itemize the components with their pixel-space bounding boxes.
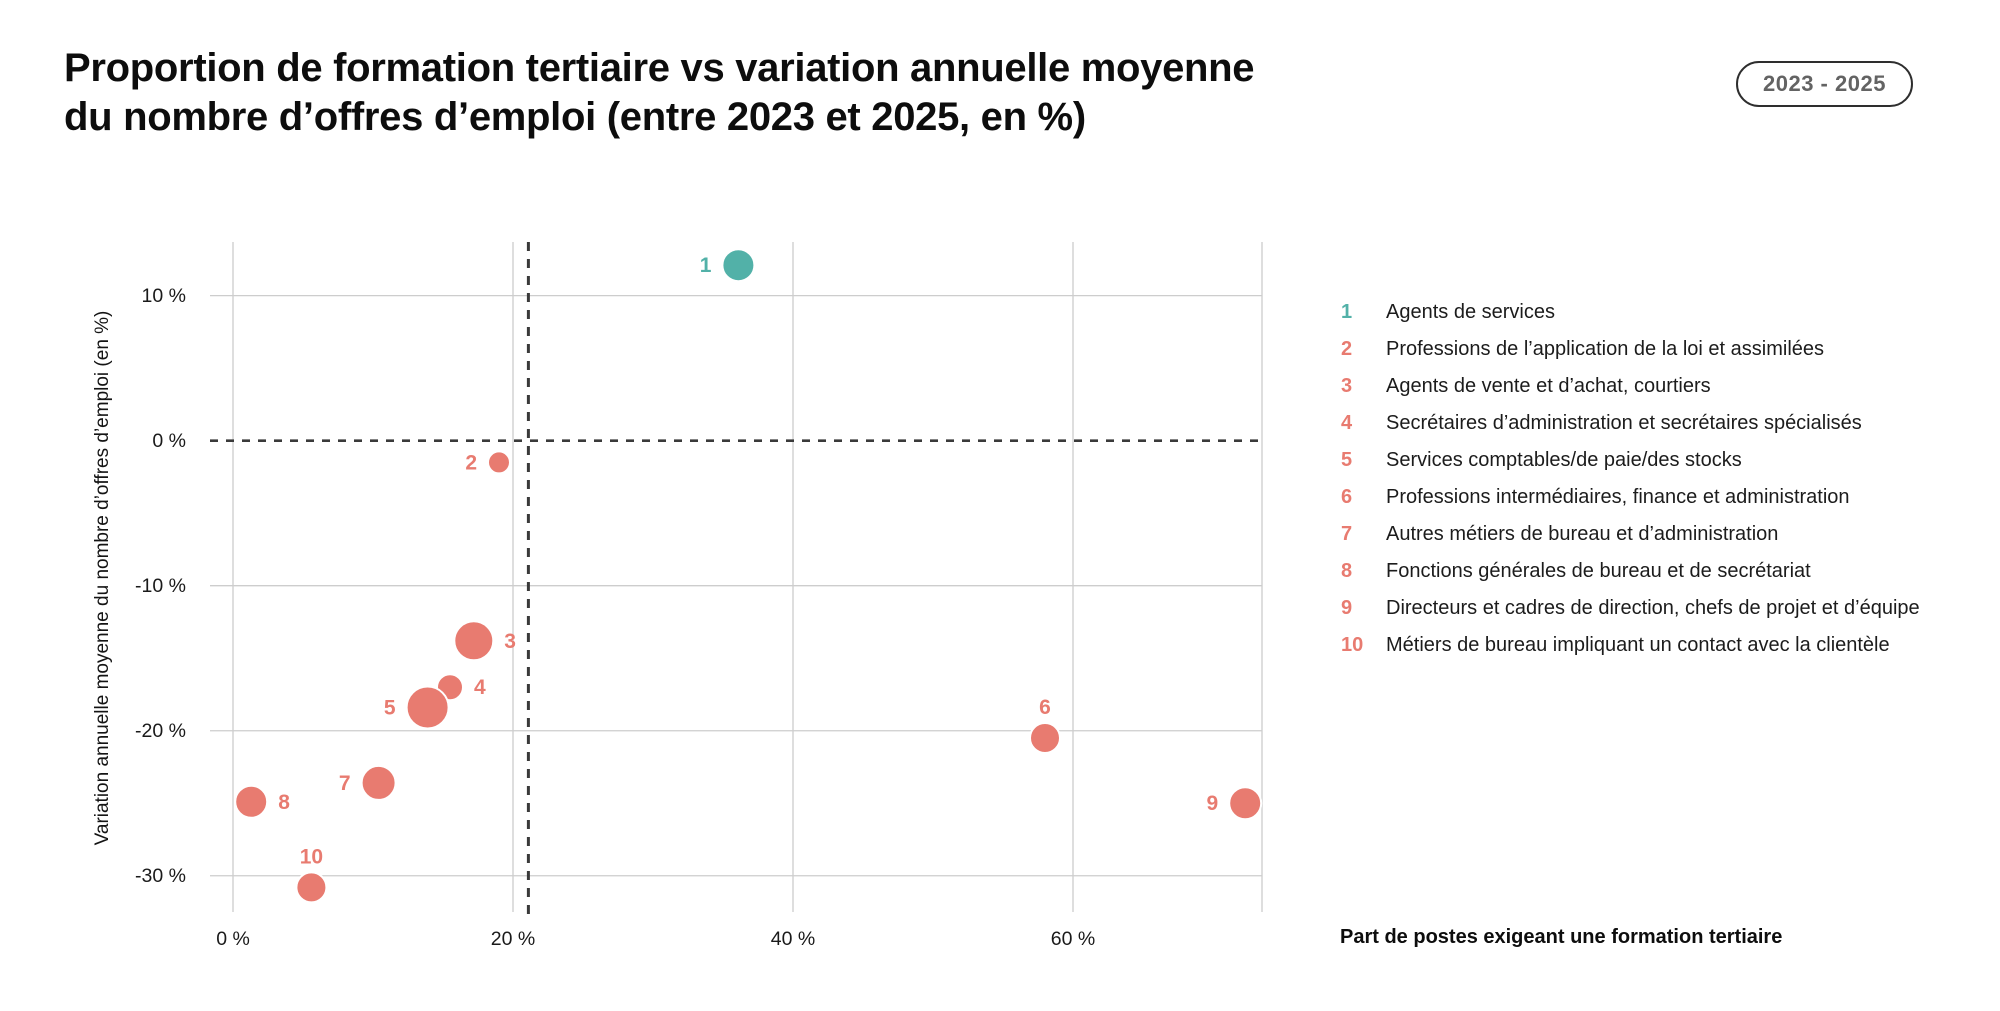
bubble-label-9: 9	[1207, 792, 1219, 815]
bubble-9[interactable]	[1228, 786, 1263, 821]
page-title-line2: du nombre d’offres d’emploi (entre 2023 …	[64, 95, 1086, 139]
y-tick-label: 0 %	[152, 430, 186, 452]
legend-item-label: Métiers de bureau impliquant un contact …	[1386, 634, 1890, 656]
legend-item-6: 6 Professions intermédiaires, finance et …	[1341, 479, 1920, 516]
legend-item-number: 5	[1341, 449, 1353, 471]
legend-item-label: Secrétaires d’administration et secrétai…	[1386, 412, 1862, 434]
legend-item-4: 4 Secrétaires d’administration et secréta…	[1341, 405, 1920, 442]
legend-item-number: 8	[1341, 560, 1353, 582]
bubble-6[interactable]	[1029, 721, 1061, 754]
bubble-label-4: 4	[474, 676, 486, 699]
bubble-label-3: 3	[504, 630, 516, 653]
page-title: Proportion de formation tertiaire vs var…	[64, 44, 1255, 142]
x-tick-label: 20 %	[491, 928, 535, 950]
bubble-label-8: 8	[278, 791, 290, 814]
legend-item-number: 10	[1341, 634, 1364, 656]
bubble-10[interactable]	[295, 871, 328, 904]
x-axis-title: Part de postes exigeant une formation te…	[1340, 926, 1783, 948]
legend-item-3: 3 Agents de vente et d’achat, courtiers	[1341, 368, 1920, 405]
legend-item-2: 2 Professions de l’application de la loi …	[1341, 331, 1920, 368]
legend-item-label: Directeurs et cadres de direction, chefs…	[1386, 597, 1920, 619]
legend-item-number: 6	[1341, 486, 1353, 508]
page-title-line1: Proportion de formation tertiaire vs var…	[64, 46, 1255, 90]
chart-legend: 1 Agents de services 2 Professions de l’app…	[1341, 294, 1920, 664]
legend-item-5: 5 Services comptables/de paie/des stocks	[1341, 442, 1920, 479]
bubble-3[interactable]	[453, 620, 495, 662]
legend-item-label: Fonctions générales de bureau et de secr…	[1386, 560, 1811, 582]
bubble-5[interactable]	[405, 685, 450, 730]
y-tick-label: -20 %	[135, 720, 186, 742]
x-tick-label: 0 %	[216, 928, 250, 950]
bubble-label-2: 2	[465, 451, 477, 474]
bubble-label-6: 6	[1039, 696, 1051, 719]
legend-item-number: 4	[1341, 412, 1353, 434]
bubble-2[interactable]	[487, 450, 511, 475]
legend-item-8: 8 Fonctions générales de bureau et de sec…	[1341, 553, 1920, 590]
x-tick-label: 40 %	[771, 928, 815, 950]
legend-item-10: 10 Métiers de bureau impliquant un contac…	[1341, 627, 1920, 664]
y-tick-label: -10 %	[135, 575, 186, 597]
legend-item-number: 9	[1341, 597, 1353, 619]
legend-item-label: Professions de l’application de la loi e…	[1386, 338, 1825, 360]
legend-item-9: 9 Directeurs et cadres de direction, chef…	[1341, 590, 1920, 627]
legend-item-label: Autres métiers de bureau et d’administra…	[1386, 523, 1779, 545]
bubble-7[interactable]	[360, 764, 397, 801]
legend-item-label: Agents de services	[1386, 301, 1555, 323]
y-tick-label: 10 %	[142, 285, 186, 307]
bubble-label-10: 10	[300, 845, 323, 868]
legend-item-number: 1	[1341, 301, 1353, 323]
legend-item-1: 1 Agents de services	[1341, 294, 1920, 331]
bubble-8[interactable]	[234, 784, 269, 819]
bubble-label-7: 7	[339, 772, 351, 795]
period-badge: 2023 - 2025	[1736, 61, 1913, 107]
legend-item-label: Professions intermédiaires, finance et a…	[1386, 486, 1850, 508]
legend-item-number: 7	[1341, 523, 1353, 545]
legend-item-number: 3	[1341, 375, 1353, 397]
legend-item-7: 7 Autres métiers de bureau et d’administr…	[1341, 516, 1920, 553]
bubble-label-1: 1	[700, 254, 712, 277]
x-tick-label: 60 %	[1051, 928, 1095, 950]
legend-item-label: Agents de vente et d’achat, courtiers	[1386, 375, 1711, 397]
bubble-label-5: 5	[384, 697, 396, 720]
legend-item-number: 2	[1341, 338, 1353, 360]
legend-item-label: Services comptables/de paie/des stocks	[1386, 449, 1742, 471]
bubble-1[interactable]	[721, 248, 756, 283]
y-tick-label: -30 %	[135, 865, 186, 887]
